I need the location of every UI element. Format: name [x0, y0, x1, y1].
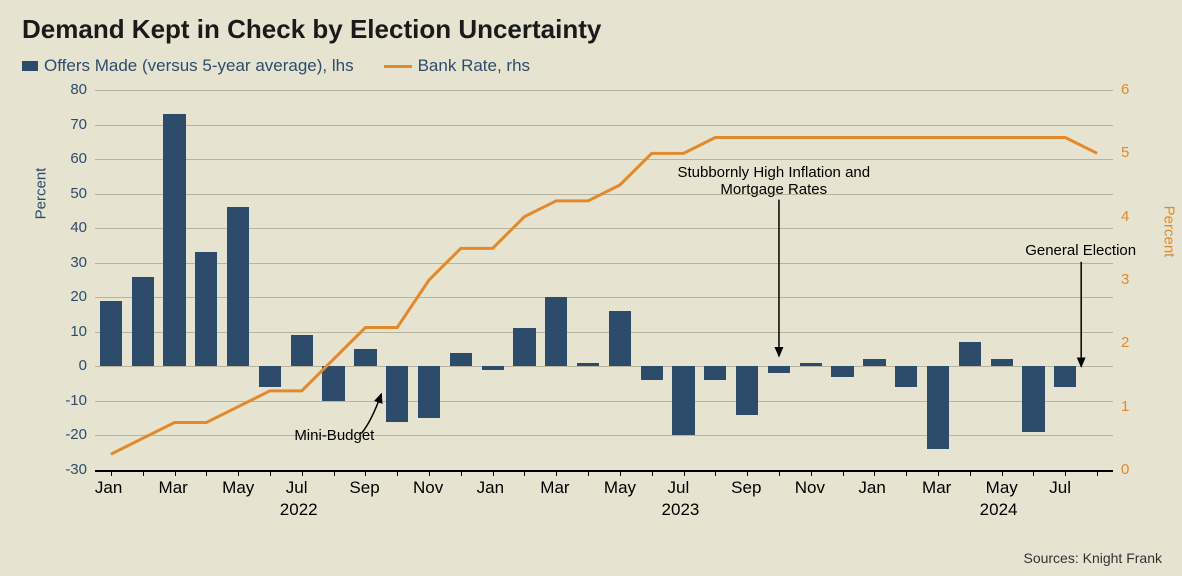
- x-tick: [143, 470, 144, 476]
- x-tick-label: Jul: [1049, 478, 1071, 498]
- y-left-tick-label: -10: [47, 392, 87, 409]
- x-tick: [588, 470, 589, 476]
- x-tick-label: Sep: [349, 478, 379, 498]
- y-left-tick-label: 40: [47, 219, 87, 236]
- x-tick: [238, 470, 239, 476]
- y-right-tick-label: 4: [1121, 208, 1129, 225]
- x-tick: [206, 470, 207, 476]
- y-left-tick-label: 0: [47, 357, 87, 374]
- x-tick: [779, 470, 780, 476]
- x-tick-label: Jul: [668, 478, 690, 498]
- x-tick: [652, 470, 653, 476]
- x-tick-label: May: [222, 478, 254, 498]
- x-year-label: 2022: [280, 500, 318, 520]
- annotation-label: Stubbornly High Inflation andMortgage Ra…: [677, 164, 870, 198]
- legend-item-line: Bank Rate, rhs: [384, 56, 530, 76]
- y-right-tick-label: 3: [1121, 271, 1129, 288]
- y-left-tick-label: 80: [47, 81, 87, 98]
- y-left-tick-label: -20: [47, 426, 87, 443]
- x-tick: [270, 470, 271, 476]
- x-tick: [302, 470, 303, 476]
- y-left-axis-title: Percent: [32, 168, 49, 220]
- chart-title: Demand Kept in Check by Election Uncerta…: [22, 14, 601, 45]
- legend-swatch-bar: [22, 61, 38, 71]
- x-tick: [556, 470, 557, 476]
- legend-label-bars: Offers Made (versus 5-year average), lhs: [44, 56, 354, 76]
- x-tick: [175, 470, 176, 476]
- y-right-tick-label: 1: [1121, 398, 1129, 415]
- x-tick-label: Mar: [159, 478, 188, 498]
- y-left-tick-label: -30: [47, 461, 87, 478]
- legend-label-line: Bank Rate, rhs: [418, 56, 530, 76]
- y-right-axis-title: Percent: [1160, 206, 1177, 258]
- x-tick: [1033, 470, 1034, 476]
- x-tick: [1065, 470, 1066, 476]
- x-tick: [1097, 470, 1098, 476]
- x-tick-label: Jan: [95, 478, 122, 498]
- x-tick: [397, 470, 398, 476]
- legend-item-bars: Offers Made (versus 5-year average), lhs: [22, 56, 354, 76]
- y-right-tick-label: 0: [1121, 461, 1129, 478]
- x-tick-label: Nov: [413, 478, 443, 498]
- y-right-tick-label: 6: [1121, 81, 1129, 98]
- x-tick-label: Nov: [795, 478, 825, 498]
- x-tick-label: May: [604, 478, 636, 498]
- x-tick: [334, 470, 335, 476]
- x-tick-label: May: [986, 478, 1018, 498]
- x-tick: [715, 470, 716, 476]
- y-right-tick-label: 2: [1121, 334, 1129, 351]
- annotation-label: General Election: [1025, 242, 1136, 259]
- x-tick-label: Jul: [286, 478, 308, 498]
- x-tick: [524, 470, 525, 476]
- y-left-tick-label: 10: [47, 323, 87, 340]
- y-left-tick-label: 50: [47, 185, 87, 202]
- x-tick-label: Mar: [540, 478, 569, 498]
- x-tick: [843, 470, 844, 476]
- x-tick: [493, 470, 494, 476]
- x-year-label: 2024: [980, 500, 1018, 520]
- x-tick-label: Jan: [477, 478, 504, 498]
- legend: Offers Made (versus 5-year average), lhs…: [22, 56, 530, 76]
- x-tick: [429, 470, 430, 476]
- x-tick: [970, 470, 971, 476]
- x-tick: [111, 470, 112, 476]
- x-tick: [811, 470, 812, 476]
- x-year-label: 2023: [662, 500, 700, 520]
- y-left-tick-label: 70: [47, 116, 87, 133]
- x-tick: [684, 470, 685, 476]
- x-tick-label: Mar: [922, 478, 951, 498]
- y-left-tick-label: 60: [47, 150, 87, 167]
- x-tick-label: Sep: [731, 478, 761, 498]
- x-tick: [874, 470, 875, 476]
- x-tick: [1002, 470, 1003, 476]
- x-axis-line: [95, 470, 1113, 472]
- x-tick: [747, 470, 748, 476]
- x-tick: [620, 470, 621, 476]
- x-tick: [365, 470, 366, 476]
- legend-swatch-line: [384, 65, 412, 68]
- y-left-tick-label: 30: [47, 254, 87, 271]
- source-text: Sources: Knight Frank: [1023, 550, 1162, 566]
- x-tick: [938, 470, 939, 476]
- x-tick: [906, 470, 907, 476]
- annotation-label: Mini-Budget: [294, 427, 374, 444]
- y-right-tick-label: 5: [1121, 144, 1129, 161]
- line-series: [95, 90, 1113, 470]
- chart-area: -30-20-10010203040506070800123456Percent…: [95, 90, 1113, 470]
- x-tick-label: Jan: [858, 478, 885, 498]
- x-tick: [461, 470, 462, 476]
- y-left-tick-label: 20: [47, 288, 87, 305]
